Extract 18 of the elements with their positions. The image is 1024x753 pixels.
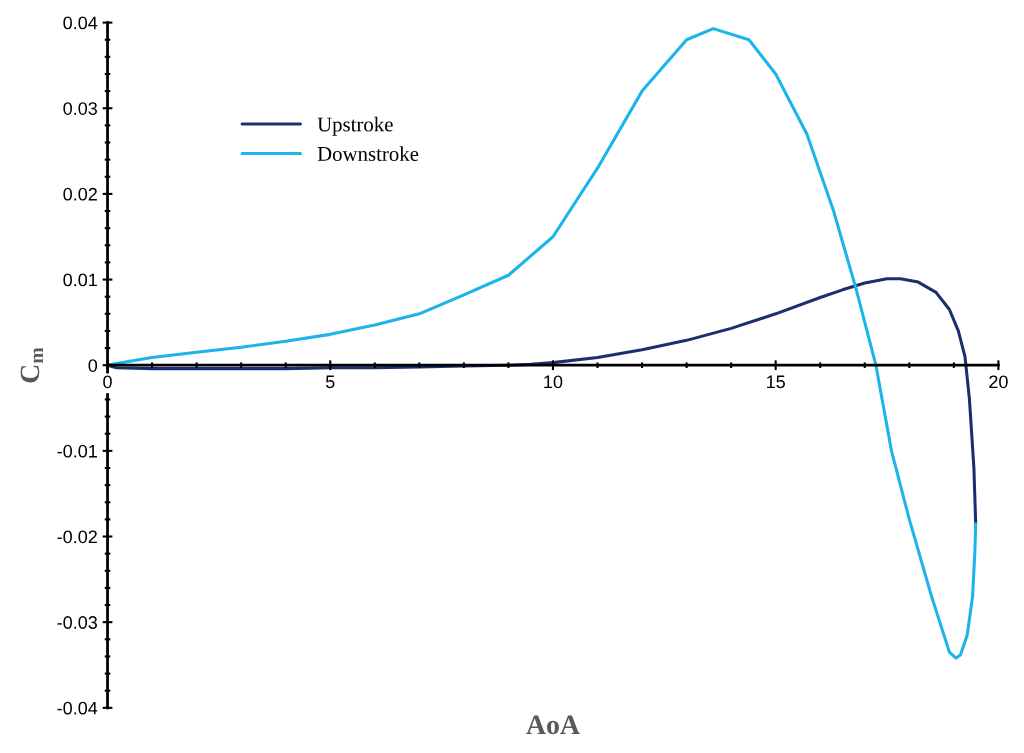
y-tick-label: -0.04 [57,701,98,715]
legend-label: Upstroke [317,116,393,136]
y-tick-label: -0.03 [57,616,98,629]
legend-label: Downstroke [317,146,419,161]
y-tick-label: 0.04 [63,16,98,30]
x-tick-label: 20 [989,375,1008,389]
y-tick-label: 0.03 [63,102,98,115]
x-axis-title: AoA [526,715,580,735]
y-tick-label: 0 [88,359,98,372]
y-tick-label: 0.01 [63,273,97,287]
x-tick-label: 10 [544,375,563,389]
y-tick-label: 0.02 [63,187,97,201]
x-tick-label: 5 [325,375,335,389]
y-tick-label: -0.01 [57,444,97,458]
x-tick-label: 0 [103,375,112,389]
x-tick-label: 15 [767,375,785,389]
y-axis-title: C$_{m}$ [20,347,43,383]
y-tick-label: -0.02 [57,530,97,544]
